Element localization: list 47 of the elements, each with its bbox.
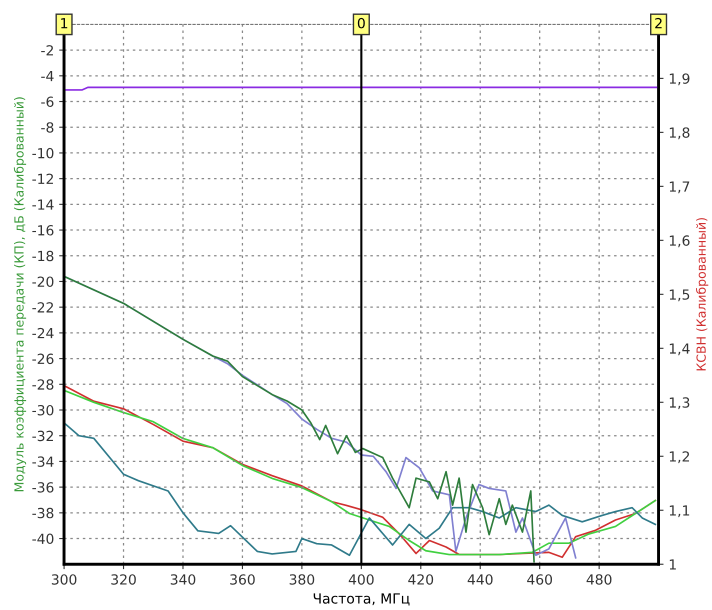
x-tick-label: 380 bbox=[290, 574, 314, 585]
y2-axis-title: КСВН (Калиброванный) bbox=[696, 218, 708, 370]
y2-tick-label: 1,8 bbox=[670, 127, 690, 140]
y-tick-label: -4 bbox=[41, 70, 54, 82]
x-tick-label: 320 bbox=[111, 574, 136, 585]
y-axis-title: Модуль коэффициента передачи (КП), дБ (Калиброванный) bbox=[14, 97, 26, 492]
y-tick-label: -10 bbox=[32, 148, 54, 158]
y2-tick-label: 1,4 bbox=[670, 343, 690, 356]
x-tick-label: 300 bbox=[52, 574, 76, 585]
y-tick-label: -32 bbox=[32, 430, 53, 442]
y-tick-label: -22 bbox=[32, 302, 53, 312]
y-tick-label: -20 bbox=[32, 276, 54, 287]
y-tick-label: -38 bbox=[32, 508, 54, 518]
y-tick-label: -40 bbox=[32, 534, 54, 544]
y-tick-label: -26 bbox=[32, 354, 54, 364]
y2-tick-label: 1 bbox=[670, 559, 676, 570]
annotation: 2 bbox=[655, 18, 662, 28]
y-tick-label: -6 bbox=[41, 96, 54, 107]
annotation: 1 bbox=[61, 18, 68, 28]
y-tick-label: -30 bbox=[32, 404, 54, 416]
x-tick-label: 400 bbox=[348, 574, 374, 585]
x-tick-label: 480 bbox=[586, 574, 612, 585]
line-series bbox=[64, 422, 656, 556]
x-tick-label: 420 bbox=[408, 574, 434, 585]
y2-tick-label: 1,9 bbox=[670, 73, 690, 86]
y-tick-label: -2 bbox=[41, 45, 53, 56]
y-tick-label: -36 bbox=[32, 482, 54, 493]
y2-tick-label: 1,1 bbox=[670, 505, 690, 518]
y-tick-label: -16 bbox=[32, 225, 54, 236]
y-tick-label: -34 bbox=[32, 456, 54, 467]
y-tick-label: -12 bbox=[32, 174, 53, 184]
y2-tick-label: 1,6 bbox=[670, 235, 690, 248]
y-tick-label: -28 bbox=[32, 379, 54, 390]
y2-tick-label: 1,5 bbox=[670, 289, 690, 302]
y-tick-label: -18 bbox=[32, 250, 54, 262]
y2-tick-label: 1,2 bbox=[670, 451, 690, 464]
y-tick-label: -24 bbox=[32, 328, 54, 338]
x-tick-label: 460 bbox=[527, 574, 552, 585]
annotation: 0 bbox=[358, 18, 365, 28]
y2-tick-label: 1,7 bbox=[670, 182, 690, 194]
y2-tick-label: 1,3 bbox=[670, 397, 690, 410]
y-tick-label: -14 bbox=[32, 200, 54, 210]
x-axis-title: Частота, МГц bbox=[314, 593, 410, 606]
x-tick-label: 360 bbox=[230, 574, 255, 585]
x-tick-label: 340 bbox=[170, 574, 196, 585]
x-tick-label: 440 bbox=[468, 574, 493, 585]
y-tick-label: -8 bbox=[41, 122, 54, 133]
